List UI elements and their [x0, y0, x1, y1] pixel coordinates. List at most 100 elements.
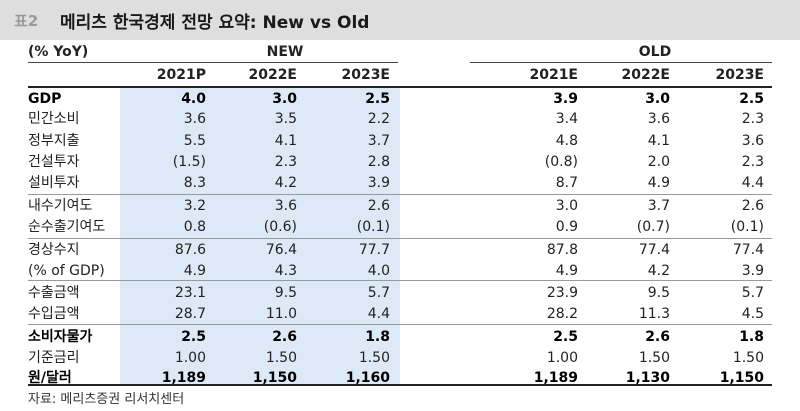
row-label: 원/달러: [28, 370, 72, 386]
new-value-cell: 3.0: [272, 91, 297, 107]
old-value-cell: 2.5: [553, 329, 578, 345]
new-value-cell: 2.3: [274, 154, 297, 170]
old-value-cell: 4.8: [555, 133, 578, 149]
old-value-cell: 2.6: [645, 329, 670, 345]
old-value-cell: 4.9: [647, 175, 670, 191]
old-value-cell: 3.7: [647, 198, 670, 214]
new-value-cell: 1.00: [174, 350, 206, 366]
new-value-cell: 1.50: [265, 350, 297, 366]
new-value-cell: 1.50: [358, 350, 390, 366]
old-value-cell: 1.50: [638, 350, 670, 366]
row-label: (% of GDP): [28, 263, 105, 279]
old-value-cell: 2.6: [741, 198, 764, 214]
old-value-cell: 1.00: [546, 350, 578, 366]
old-year-header: 2023E: [715, 67, 764, 83]
old-value-cell: 3.4: [555, 111, 578, 127]
new-value-cell: 2.8: [367, 154, 390, 170]
table-number: 표2: [14, 12, 39, 30]
old-value-cell: 2.3: [741, 154, 764, 170]
new-value-cell: 87.6: [174, 242, 206, 258]
new-value-cell: 2.6: [272, 329, 297, 345]
new-value-cell: 77.7: [358, 242, 390, 258]
source-note: 자료: 메리츠증권 리서치센터: [28, 392, 185, 407]
unit-label: (% YoY): [28, 44, 89, 60]
old-value-cell: 0.9: [555, 219, 578, 235]
row-label: 설비투자: [28, 175, 80, 191]
row-label: GDP: [28, 91, 62, 107]
new-value-cell: (0.1): [356, 219, 390, 235]
new-value-cell: 4.4: [367, 306, 390, 322]
old-value-cell: (0.7): [636, 219, 670, 235]
old-value-cell: 1.8: [739, 329, 764, 345]
old-value-cell: 1,150: [719, 370, 764, 386]
new-value-cell: 3.2: [183, 198, 206, 214]
old-value-cell: 4.9: [555, 263, 578, 279]
group-separator: [28, 324, 772, 325]
old-group-label: OLD: [638, 44, 672, 60]
old-value-cell: (0.8): [544, 154, 578, 170]
group-separator: [28, 280, 772, 281]
row-label: 수출금액: [28, 285, 80, 301]
row-label: 정부지출: [28, 133, 80, 149]
new-group-label: NEW: [266, 44, 304, 60]
old-year-header: 2022E: [621, 67, 670, 83]
old-value-cell: 4.2: [647, 263, 670, 279]
row-label: 경상수지: [28, 242, 80, 258]
row-label: 건설투자: [28, 154, 80, 170]
old-value-cell: (0.1): [730, 219, 764, 235]
new-group-rule: [28, 62, 398, 63]
row-label: 기준금리: [28, 350, 80, 366]
new-value-cell: 1,150: [252, 370, 297, 386]
old-value-cell: 23.9: [546, 285, 578, 301]
new-year-header: 2023E: [341, 67, 390, 83]
new-value-cell: 2.5: [365, 91, 390, 107]
new-value-cell: 3.6: [274, 198, 297, 214]
old-value-cell: 2.3: [741, 111, 764, 127]
old-group-rule: [470, 62, 772, 63]
old-value-cell: 4.4: [741, 175, 764, 191]
new-value-cell: 4.9: [183, 263, 206, 279]
new-value-cell: 9.5: [274, 285, 297, 301]
new-value-cell: 76.4: [265, 242, 297, 258]
new-value-cell: 23.1: [174, 285, 206, 301]
old-value-cell: 77.4: [638, 242, 670, 258]
new-forecast-highlight: [120, 86, 400, 384]
new-value-cell: 1,189: [161, 370, 206, 386]
new-value-cell: 4.0: [367, 263, 390, 279]
old-value-cell: 3.9: [553, 91, 578, 107]
new-value-cell: 5.7: [367, 285, 390, 301]
new-value-cell: (0.6): [263, 219, 297, 235]
old-value-cell: 2.5: [739, 91, 764, 107]
table-title: 메리츠 한국경제 전망 요약: New vs Old: [60, 13, 370, 33]
new-value-cell: 2.6: [367, 198, 390, 214]
new-year-header: 2022E: [248, 67, 297, 83]
old-value-cell: 2.0: [647, 154, 670, 170]
row-label: 소비자물가: [28, 329, 93, 345]
new-value-cell: 11.0: [265, 306, 297, 322]
new-value-cell: 2.2: [367, 111, 390, 127]
old-value-cell: 3.6: [741, 133, 764, 149]
new-value-cell: 1,160: [345, 370, 390, 386]
new-value-cell: 5.5: [183, 133, 206, 149]
new-value-cell: 3.6: [183, 111, 206, 127]
new-value-cell: 4.0: [181, 91, 206, 107]
old-value-cell: 1,189: [533, 370, 578, 386]
old-value-cell: 9.5: [647, 285, 670, 301]
old-value-cell: 4.5: [741, 306, 764, 322]
old-value-cell: 28.2: [546, 306, 578, 322]
old-value-cell: 3.9: [741, 263, 764, 279]
group-separator: [28, 194, 772, 195]
header-bottom-rule: [28, 86, 772, 88]
row-label: 내수기여도: [28, 198, 93, 214]
new-value-cell: 1.8: [365, 329, 390, 345]
new-value-cell: 4.1: [274, 133, 297, 149]
new-value-cell: 8.3: [183, 175, 206, 191]
old-value-cell: 1,130: [625, 370, 670, 386]
old-value-cell: 3.6: [647, 111, 670, 127]
new-value-cell: (1.5): [172, 154, 206, 170]
old-value-cell: 8.7: [555, 175, 578, 191]
new-year-header: 2021P: [156, 67, 206, 83]
new-value-cell: 0.8: [183, 219, 206, 235]
new-value-cell: 3.5: [274, 111, 297, 127]
old-value-cell: 11.3: [638, 306, 670, 322]
